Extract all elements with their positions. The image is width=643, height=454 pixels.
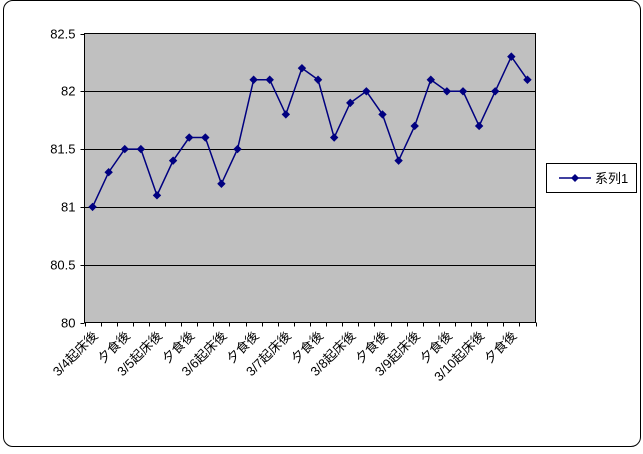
x-axis-label: 夕食後: [481, 328, 519, 366]
data-point-marker: [249, 75, 258, 84]
data-point-marker: [442, 87, 452, 96]
data-point-marker: [136, 144, 146, 154]
data-point-marker: [168, 156, 178, 165]
data-point-marker: [281, 110, 291, 119]
data-point-marker: [313, 75, 323, 84]
data-point-marker: [184, 133, 194, 142]
data-point-marker: [426, 75, 436, 84]
y-axis-label: 81: [61, 200, 75, 215]
data-point-marker: [217, 179, 226, 188]
data-point-marker: [265, 75, 274, 84]
data-point-marker: [297, 63, 307, 73]
data-point-marker: [507, 52, 516, 61]
data-point-marker: [474, 121, 484, 131]
data-point-marker: [394, 156, 403, 165]
data-point-marker: [88, 202, 97, 212]
legend: 系列1: [546, 163, 637, 193]
x-axis-label: 3/4起床後: [50, 328, 101, 379]
data-point-marker: [152, 191, 162, 200]
y-axis-label: 81.5: [50, 142, 75, 157]
y-axis-label: 80: [61, 316, 75, 331]
legend-series-label: 系列1: [595, 170, 629, 186]
data-point-marker: [362, 87, 371, 96]
legend-series-marker-icon: [559, 174, 591, 182]
data-point-marker: [120, 144, 129, 154]
series-line: [91, 55, 529, 208]
data-point-marker: [201, 133, 210, 142]
data-point-marker: [523, 75, 532, 84]
legend-diamond-marker: [571, 174, 579, 182]
y-axis-label: 80.5: [50, 258, 75, 273]
data-point-marker: [104, 168, 113, 177]
data-point-marker: [329, 133, 339, 142]
data-point-marker: [458, 87, 468, 96]
y-axis-label: 82: [61, 84, 75, 99]
data-point-marker: [346, 98, 355, 108]
data-point-marker: [233, 144, 242, 154]
plot-area: [84, 33, 536, 323]
y-axis-label: 82.5: [50, 27, 75, 42]
data-point-marker: [491, 87, 500, 96]
data-point-marker: [410, 121, 419, 131]
data-point-marker: [378, 110, 387, 119]
